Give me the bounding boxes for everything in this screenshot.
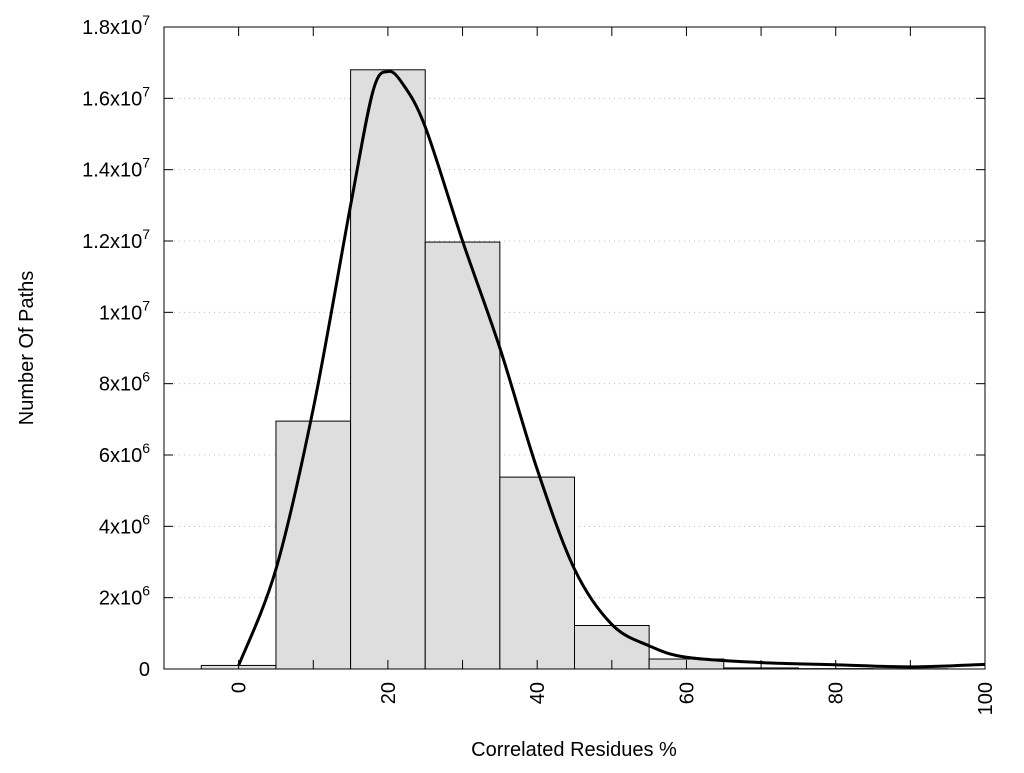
histogram-bar bbox=[500, 477, 575, 669]
y-tick-label: 1x107 bbox=[99, 297, 150, 324]
y-tick-label: 1.2x107 bbox=[82, 226, 150, 253]
x-tick-label: 40 bbox=[527, 682, 549, 704]
x-axis-label: Correlated Residues % bbox=[471, 739, 677, 761]
x-tick-label: 80 bbox=[826, 682, 848, 704]
y-tick-label: 0 bbox=[139, 659, 150, 681]
x-tick-label: 60 bbox=[676, 682, 698, 704]
y-tick-label: 4x106 bbox=[99, 511, 150, 538]
histogram-bar bbox=[351, 70, 426, 669]
y-tick-label: 1.6x107 bbox=[82, 83, 150, 110]
x-tick-label: 0 bbox=[229, 682, 251, 693]
y-tick-label: 1.4x107 bbox=[82, 155, 150, 182]
y-tick-label: 8x106 bbox=[99, 369, 150, 396]
y-axis-label: Number Of Paths bbox=[16, 271, 38, 426]
y-tick-label: 2x106 bbox=[99, 583, 150, 610]
bars bbox=[201, 70, 947, 669]
histogram-bar bbox=[276, 421, 351, 669]
x-tick-label: 100 bbox=[975, 682, 997, 715]
x-tick-label: 20 bbox=[378, 682, 400, 704]
y-tick-label: 1.8x107 bbox=[82, 12, 150, 39]
histogram-bar bbox=[425, 242, 500, 669]
y-tick-label: 6x106 bbox=[99, 440, 150, 467]
